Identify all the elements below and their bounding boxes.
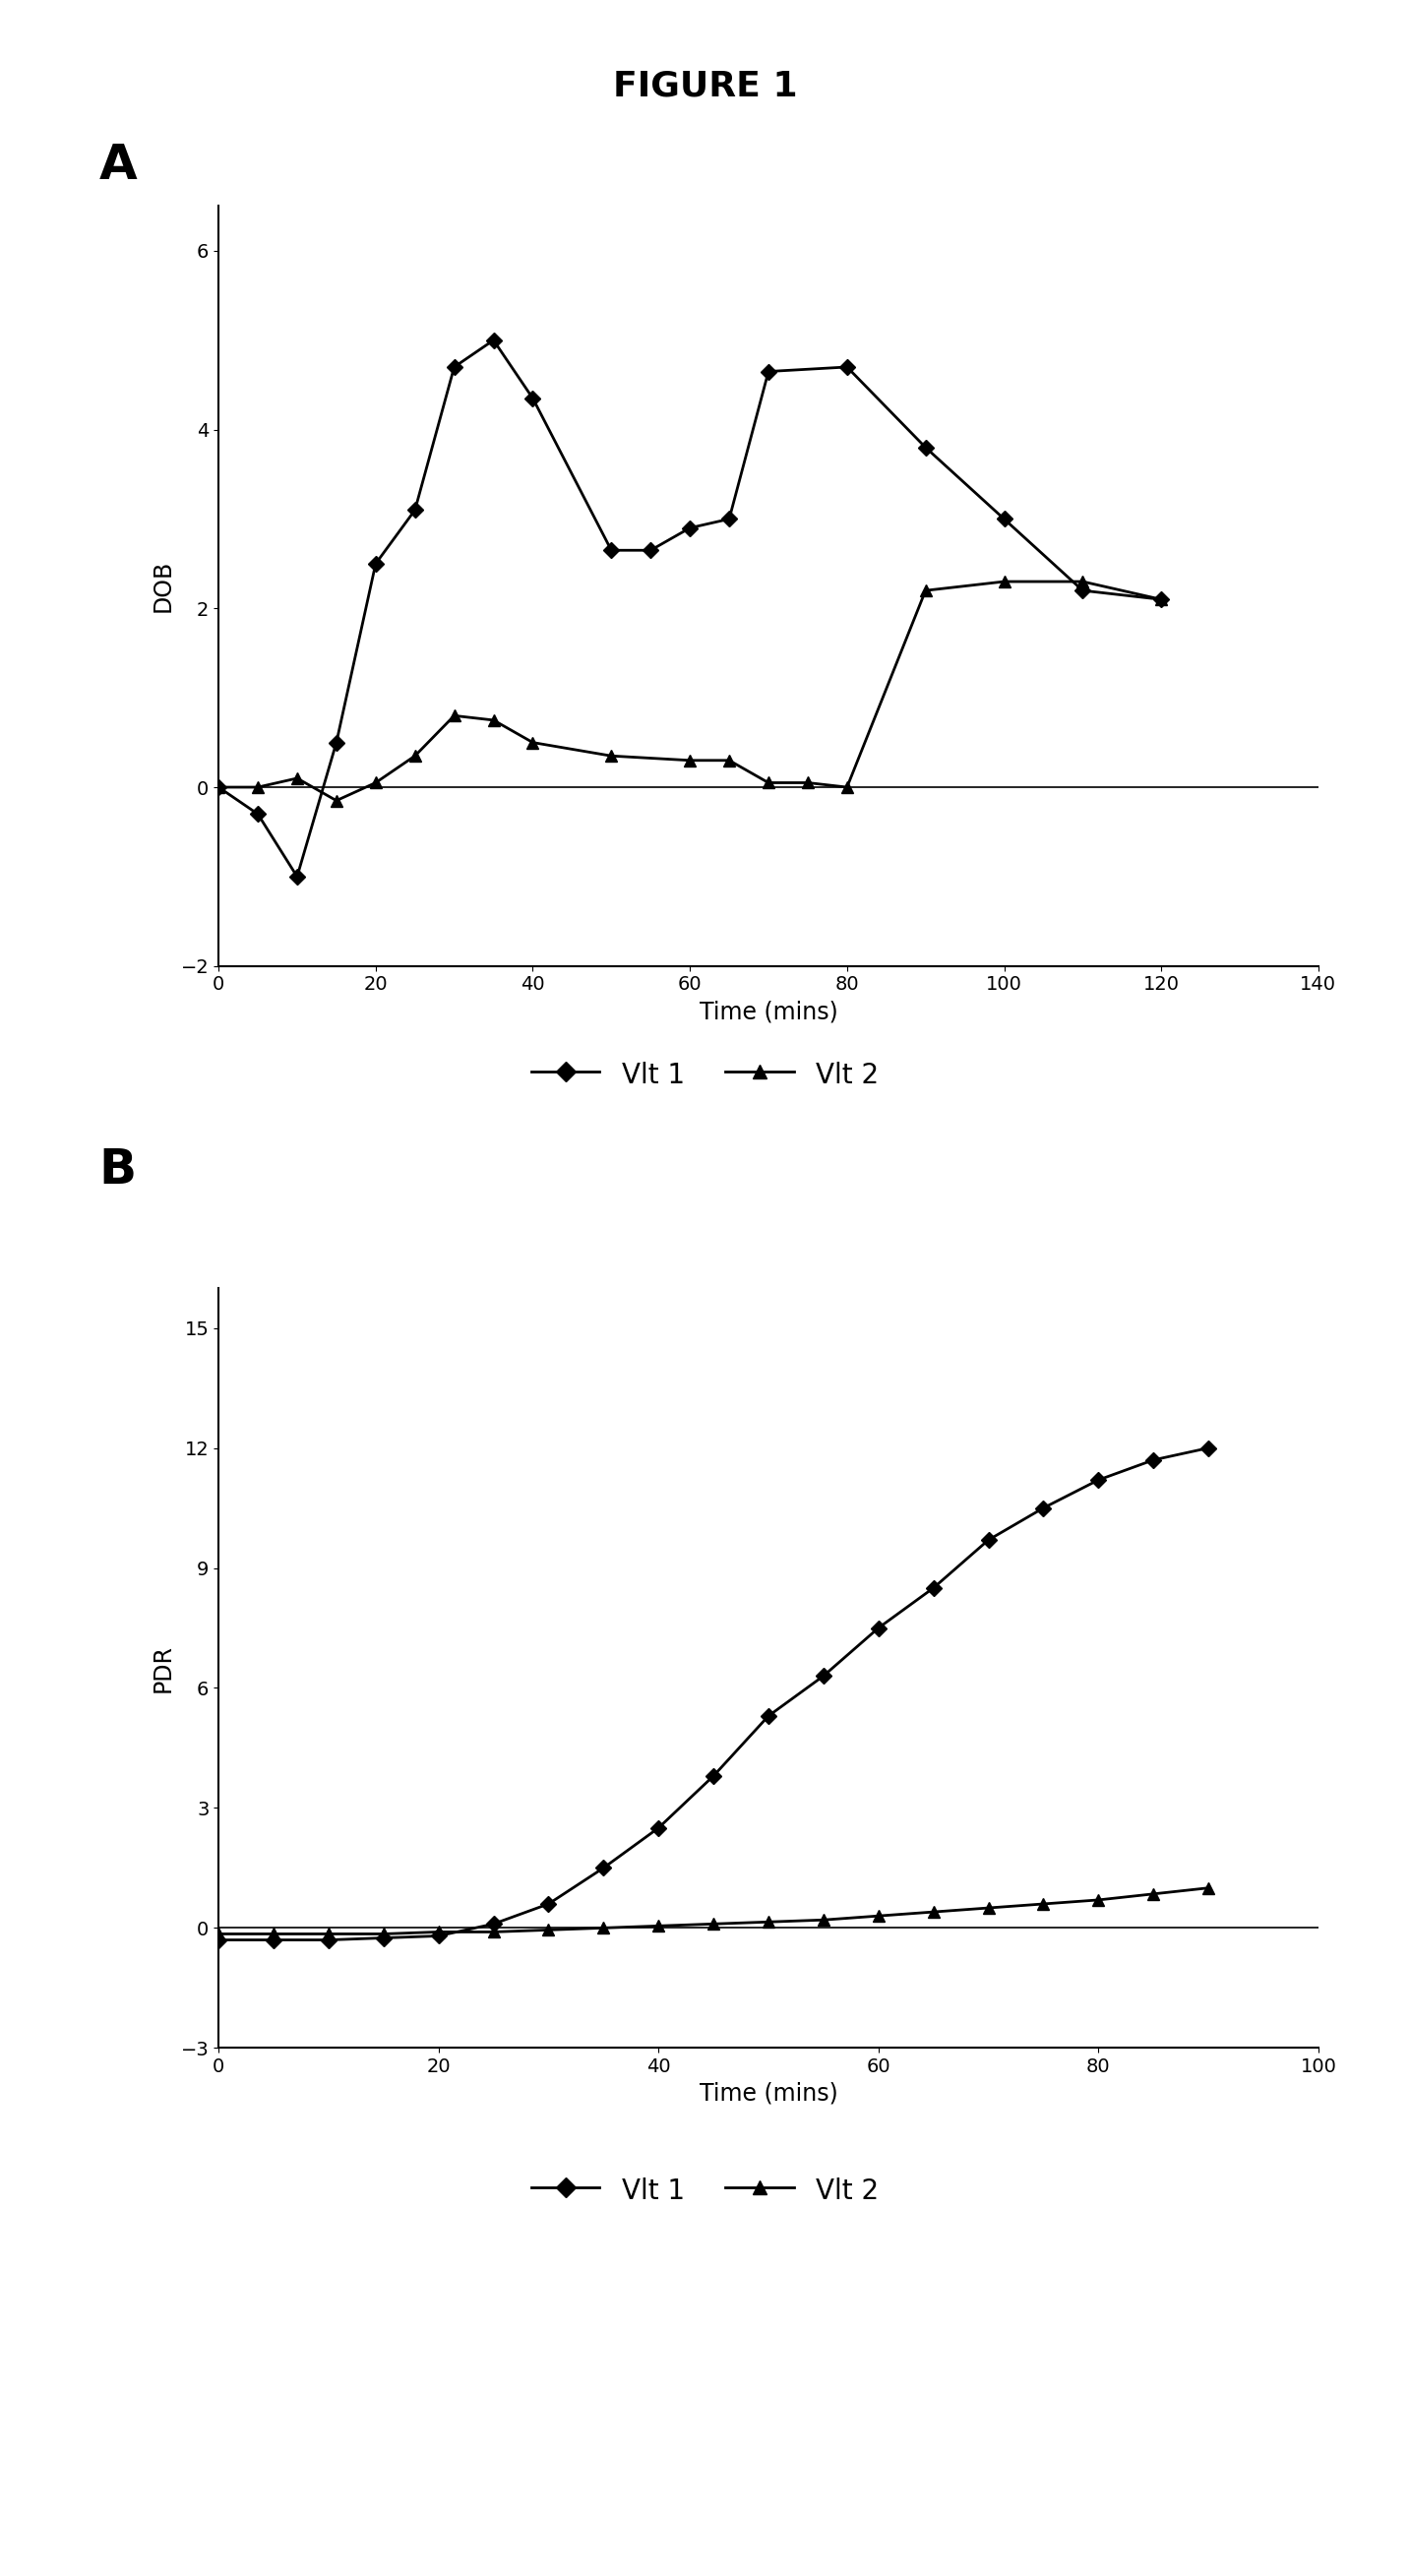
Vlt 1 — [540, 1888, 557, 1919]
Vlt 1 — [1035, 1492, 1052, 1522]
Vlt 2 — [925, 1896, 942, 1927]
Text: B: B — [99, 1146, 137, 1193]
Vlt 1 — [446, 350, 462, 381]
Vlt 2 — [839, 773, 856, 804]
Vlt 2 — [210, 1919, 227, 1950]
Vlt 1 — [329, 726, 345, 757]
Vlt 1 — [916, 433, 933, 464]
Vlt 2 — [815, 1904, 832, 1935]
Vlt 1 — [320, 1924, 337, 1955]
Vlt 1 — [430, 1922, 447, 1953]
Vlt 1 — [925, 1571, 942, 1602]
Vlt 1 — [367, 549, 384, 580]
Vlt 1 — [642, 536, 658, 567]
Vlt 2 — [980, 1893, 997, 1924]
Vlt 2 — [603, 739, 620, 770]
Vlt 2 — [1035, 1888, 1052, 1919]
Vlt 1 — [525, 384, 541, 415]
Vlt 2 — [870, 1901, 887, 1932]
Vlt 1 — [870, 1613, 887, 1643]
Vlt 1 — [603, 536, 620, 567]
Vlt 1 — [815, 1662, 832, 1692]
Vlt 1 — [210, 1924, 227, 1955]
Vlt 2 — [289, 762, 306, 793]
Vlt 1 — [650, 1814, 667, 1844]
Vlt 2 — [210, 773, 227, 804]
Vlt 1 — [980, 1525, 997, 1556]
Vlt 1 — [839, 350, 856, 381]
Vlt 2 — [760, 1906, 777, 1937]
Line: Vlt 2: Vlt 2 — [213, 1883, 1214, 1940]
Vlt 2 — [760, 768, 777, 799]
Vlt 1 — [1200, 1432, 1217, 1463]
Vlt 1 — [485, 1909, 502, 1940]
Vlt 2 — [540, 1914, 557, 1945]
Vlt 2 — [525, 726, 541, 757]
Vlt 1 — [705, 1759, 722, 1790]
Vlt 1 — [210, 773, 227, 804]
X-axis label: Time (mins): Time (mins) — [699, 2081, 838, 2105]
Vlt 1 — [250, 799, 266, 829]
Vlt 2 — [320, 1919, 337, 1950]
Vlt 1 — [485, 325, 502, 355]
Vlt 1 — [721, 502, 737, 533]
Line: Vlt 1: Vlt 1 — [213, 335, 1166, 881]
Vlt 1 — [289, 860, 306, 891]
Vlt 2 — [265, 1919, 282, 1950]
Vlt 2 — [485, 706, 502, 737]
Vlt 2 — [446, 701, 462, 732]
Vlt 2 — [375, 1919, 392, 1950]
Vlt 1 — [1074, 574, 1091, 605]
Vlt 2 — [1074, 567, 1091, 598]
Vlt 2 — [367, 768, 384, 799]
Vlt 1 — [1090, 1466, 1107, 1497]
X-axis label: Time (mins): Time (mins) — [699, 999, 838, 1023]
Vlt 2 — [250, 773, 266, 804]
Vlt 2 — [1200, 1873, 1217, 1904]
Vlt 2 — [430, 1917, 447, 1947]
Vlt 2 — [1090, 1886, 1107, 1917]
Vlt 1 — [1145, 1445, 1162, 1476]
Vlt 2 — [995, 567, 1012, 598]
Vlt 1 — [760, 1700, 777, 1731]
Vlt 2 — [705, 1909, 722, 1940]
Vlt 1 — [995, 502, 1012, 533]
Vlt 1 — [265, 1924, 282, 1955]
Vlt 1 — [375, 1922, 392, 1953]
Vlt 1 — [406, 495, 423, 526]
Legend: Vlt 1, Vlt 2: Vlt 1, Vlt 2 — [520, 2164, 890, 2215]
Vlt 2 — [485, 1917, 502, 1947]
Vlt 2 — [595, 1911, 612, 1942]
Text: A: A — [99, 142, 137, 188]
Vlt 1 — [1153, 585, 1170, 616]
Vlt 2 — [721, 744, 737, 775]
Vlt 2 — [916, 574, 933, 605]
Vlt 2 — [681, 744, 698, 775]
Vlt 2 — [1145, 1878, 1162, 1909]
Vlt 2 — [650, 1911, 667, 1942]
Legend: Vlt 1, Vlt 2: Vlt 1, Vlt 2 — [520, 1048, 890, 1100]
Vlt 2 — [1153, 585, 1170, 616]
Line: Vlt 2: Vlt 2 — [213, 574, 1167, 806]
Vlt 2 — [799, 768, 816, 799]
Vlt 2 — [406, 739, 423, 770]
Vlt 2 — [329, 786, 345, 817]
Vlt 1 — [595, 1852, 612, 1883]
Line: Vlt 1: Vlt 1 — [213, 1443, 1214, 1945]
Y-axis label: PDR: PDR — [152, 1643, 175, 1692]
Vlt 1 — [681, 513, 698, 544]
Y-axis label: DOB: DOB — [152, 559, 175, 613]
Text: FIGURE 1: FIGURE 1 — [613, 70, 797, 103]
Vlt 1 — [760, 355, 777, 386]
